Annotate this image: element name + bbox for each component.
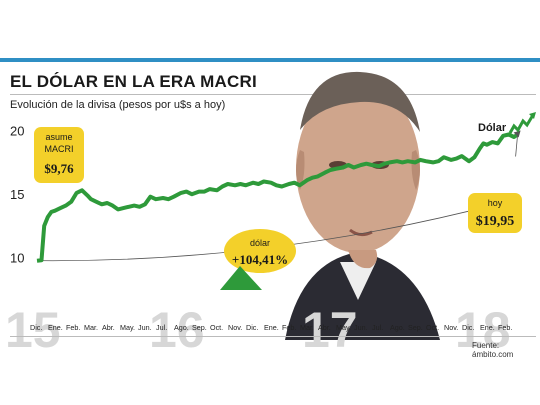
x-tick-label: Feb.: [282, 323, 296, 332]
change-value: +104,41%: [232, 252, 288, 267]
x-tick-label: Dic.: [462, 323, 474, 332]
y-tick-label: 10: [10, 251, 24, 266]
up-arrow-icon: [220, 266, 262, 290]
start-annotation: asume MACRI $9,76: [34, 127, 84, 183]
legend-label: Dólar: [478, 122, 507, 134]
x-tick-label: Sep.: [192, 323, 207, 332]
dolar-line: [36, 132, 519, 263]
change-annotation: dólar +104,41%: [220, 229, 296, 290]
legend: Dólar: [478, 112, 536, 134]
end-annotation: hoy $19,95: [468, 193, 522, 233]
x-axis: Dic. Ene. Feb. Mar. Abr. May. Jun. Jul. Ago. Sep.…: [30, 323, 512, 332]
start-label-mid: MACRI: [45, 144, 74, 154]
footer-rule: [10, 336, 536, 337]
year-label-18: 18: [455, 302, 511, 358]
x-tick-label: Dic.: [30, 323, 42, 332]
x-tick-label: Mar.: [300, 323, 314, 332]
y-tick-label: 20: [10, 124, 24, 139]
x-tick-label: Jun.: [138, 323, 152, 332]
x-tick-label: Ene.: [48, 323, 63, 332]
end-label: hoy: [488, 198, 503, 208]
x-tick-label: Nov.: [444, 323, 458, 332]
series-dolar: [36, 130, 521, 263]
x-tick-label: Dic.: [246, 323, 258, 332]
x-tick-label: Jun.: [354, 323, 368, 332]
x-tick-label: May.: [120, 323, 135, 332]
start-label-top: asume: [45, 132, 72, 142]
y-axis: 20 15 10: [10, 124, 24, 266]
chart-subtitle: Evolución de la divisa (pesos por u$s a …: [10, 99, 226, 111]
legend-line-icon: [508, 114, 535, 134]
chart-title: EL DÓLAR EN LA ERA MACRI: [10, 72, 257, 91]
change-label: dólar: [250, 238, 270, 248]
x-tick-label: Jul.: [156, 323, 167, 332]
x-tick-label: Feb.: [498, 323, 512, 332]
end-pointer-line: [515, 134, 518, 157]
y-tick-label: 15: [10, 187, 24, 202]
x-tick-label: Mar.: [84, 323, 98, 332]
x-tick-label: Oct.: [426, 323, 439, 332]
x-tick-label: May.: [336, 323, 351, 332]
accent-bar: [0, 58, 540, 62]
x-tick-label: Oct.: [210, 323, 223, 332]
x-tick-label: Jul.: [372, 323, 383, 332]
x-tick-label: Ago.: [174, 323, 189, 332]
x-tick-label: Ene.: [264, 323, 279, 332]
year-label-16: 16: [149, 302, 205, 358]
year-label-15: 15: [5, 302, 61, 358]
year-label-17: 17: [302, 302, 358, 358]
year-labels: 15 16 17 18: [5, 302, 511, 358]
end-value: $19,95: [476, 214, 515, 229]
legend-arrow-icon: [529, 112, 536, 119]
x-tick-label: Feb.: [66, 323, 80, 332]
x-tick-label: Ene.: [480, 323, 495, 332]
x-tick-label: Abr.: [102, 323, 115, 332]
end-pointer-icon: [513, 130, 521, 138]
source-note: Fuente: ámbito.com: [472, 341, 514, 359]
x-tick-label: Abr.: [318, 323, 331, 332]
portrait-photo: [285, 71, 440, 340]
x-tick-label: Sep.: [408, 323, 423, 332]
start-value: $9,76: [44, 161, 74, 176]
x-tick-label: Nov.: [228, 323, 242, 332]
x-tick-label: Ago.: [390, 323, 405, 332]
title-rule: [10, 94, 536, 95]
